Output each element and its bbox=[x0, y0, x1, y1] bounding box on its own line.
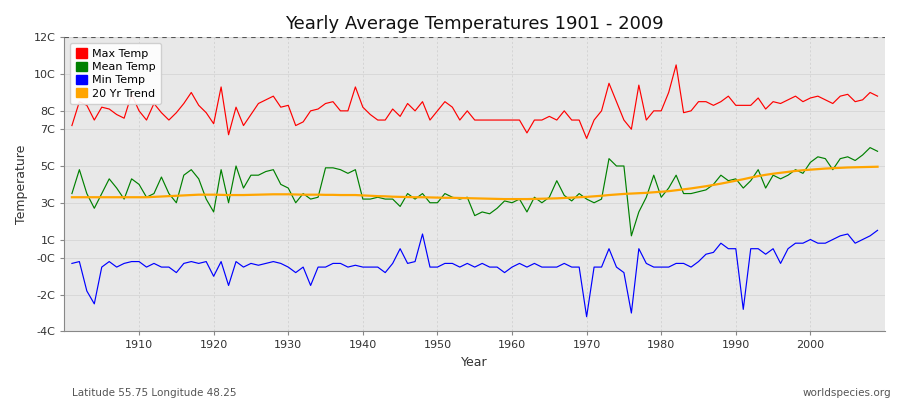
Legend: Max Temp, Mean Temp, Min Temp, 20 Yr Trend: Max Temp, Mean Temp, Min Temp, 20 Yr Tre… bbox=[70, 43, 161, 104]
X-axis label: Year: Year bbox=[462, 356, 488, 369]
Text: worldspecies.org: worldspecies.org bbox=[803, 388, 891, 398]
Text: Latitude 55.75 Longitude 48.25: Latitude 55.75 Longitude 48.25 bbox=[72, 388, 237, 398]
Title: Yearly Average Temperatures 1901 - 2009: Yearly Average Temperatures 1901 - 2009 bbox=[285, 15, 664, 33]
Y-axis label: Temperature: Temperature bbox=[15, 145, 28, 224]
